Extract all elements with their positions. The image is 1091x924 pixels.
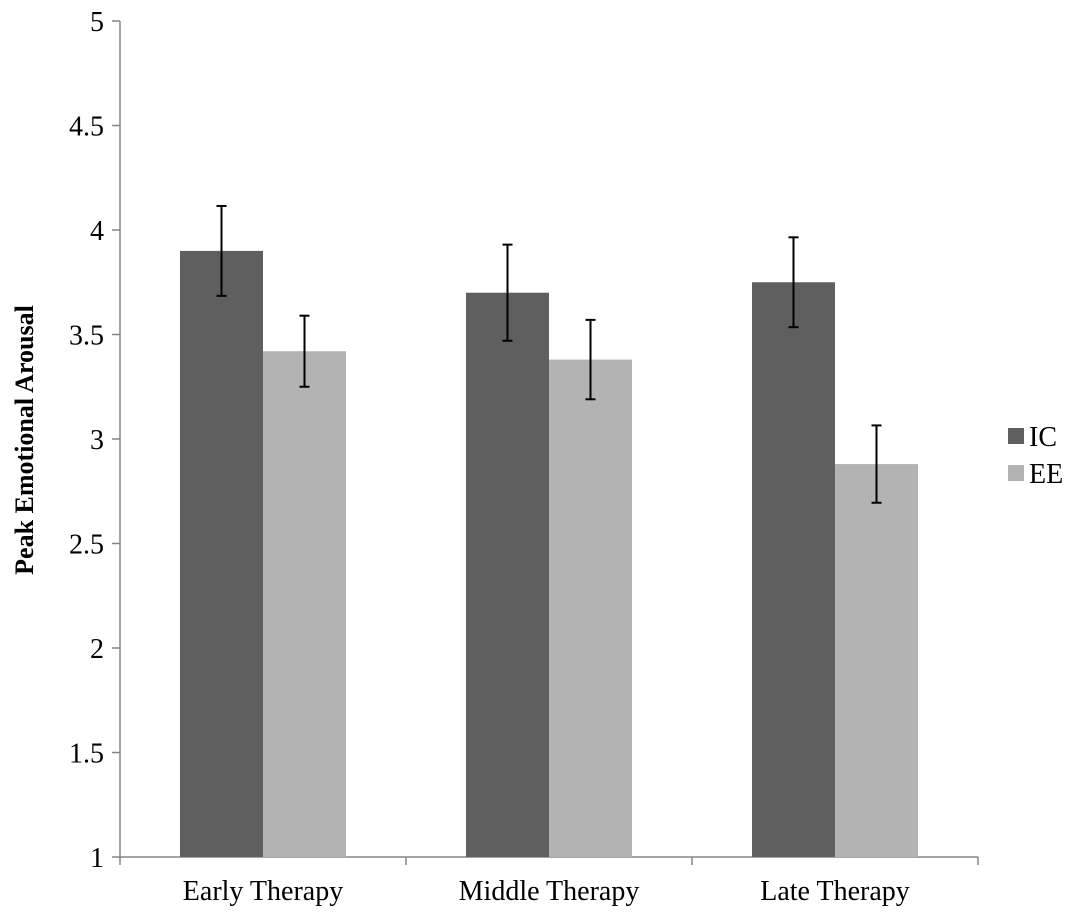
y-tick-label: 1 <box>90 843 104 874</box>
y-tick-label: 4 <box>90 216 104 247</box>
bar-ic-2 <box>752 282 835 857</box>
legend-swatch-ic <box>1008 428 1024 444</box>
y-tick-label: 3 <box>90 425 104 456</box>
bar-ee-2 <box>835 464 918 857</box>
bar-ee-1 <box>549 359 632 857</box>
legend-label-ic: IC <box>1029 422 1057 453</box>
y-tick-label: 2 <box>90 634 104 665</box>
y-tick-label: 3.5 <box>69 321 104 352</box>
bar-ic-1 <box>466 292 549 857</box>
axis-labels: 1 1.5 2 2.5 3 3.5 4 4.5 5 Early Therapy Middle The… <box>69 7 910 907</box>
y-axis-title: Peak Emotional Arousal <box>10 305 39 575</box>
bars <box>180 250 918 857</box>
error-bars <box>216 204 882 504</box>
legend: IC EE <box>1008 422 1063 490</box>
x-category-label: Early Therapy <box>183 876 343 907</box>
y-tick-label: 1.5 <box>69 739 104 770</box>
legend-label-ee: EE <box>1029 459 1063 490</box>
y-tick-label: 5 <box>90 7 104 38</box>
y-tick-label: 4.5 <box>69 112 104 143</box>
x-category-label: Late Therapy <box>760 876 910 907</box>
x-category-label: Middle Therapy <box>459 876 640 907</box>
y-tick-label: 2.5 <box>69 530 104 561</box>
bar-ic-0 <box>180 250 263 857</box>
legend-swatch-ee <box>1008 465 1024 481</box>
bar-ee-0 <box>263 351 346 857</box>
